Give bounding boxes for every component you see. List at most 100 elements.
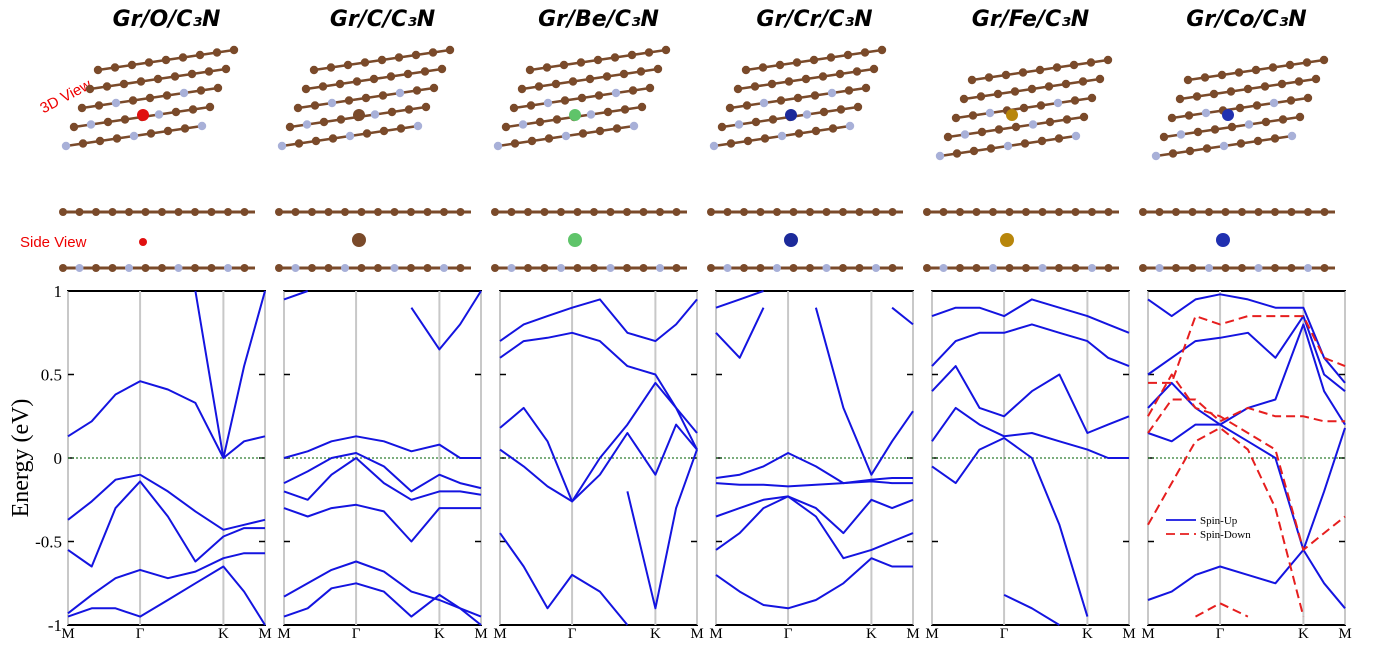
atom (545, 134, 553, 142)
band-line (1148, 400, 1345, 434)
atom (329, 134, 337, 142)
atom (1271, 264, 1279, 272)
atom (62, 142, 70, 150)
atom (823, 208, 831, 216)
dopant (1216, 233, 1230, 247)
atom (646, 84, 654, 92)
atom (137, 77, 145, 85)
atom (1238, 208, 1246, 216)
atom (1220, 142, 1228, 150)
atom (142, 264, 150, 272)
dopant (139, 238, 147, 246)
atom (1020, 104, 1028, 112)
atom (989, 208, 997, 216)
atom (1303, 58, 1311, 66)
atom (970, 147, 978, 155)
atom (346, 132, 354, 140)
atom (577, 58, 585, 66)
atom (70, 123, 78, 131)
atom (325, 264, 333, 272)
atom (391, 208, 399, 216)
atom (621, 105, 629, 113)
atom (1222, 208, 1230, 216)
atom (191, 208, 199, 216)
chart-title: Gr/O/C₃N (113, 7, 221, 32)
dopant (784, 233, 798, 247)
atom (213, 48, 221, 56)
band-line (932, 299, 1129, 332)
atom (341, 208, 349, 216)
band-line (195, 291, 265, 458)
atom (379, 91, 387, 99)
atom (638, 103, 646, 111)
atom (1321, 208, 1329, 216)
atom (457, 208, 465, 216)
atom (205, 67, 213, 75)
atom (773, 208, 781, 216)
atom (662, 46, 670, 54)
atom (524, 208, 532, 216)
atom (325, 208, 333, 216)
atom (1036, 66, 1044, 74)
atom (524, 264, 532, 272)
atom (92, 264, 100, 272)
band-line (284, 505, 481, 542)
atom (311, 101, 319, 109)
atom (956, 264, 964, 272)
atom (1011, 87, 1019, 95)
atom (208, 208, 216, 216)
atom (125, 264, 133, 272)
atom (596, 127, 604, 135)
atom (740, 208, 748, 216)
atom (510, 104, 518, 112)
atom (121, 115, 129, 123)
atom (710, 142, 718, 150)
atom (1152, 152, 1160, 160)
atom (673, 264, 681, 272)
atom (181, 124, 189, 132)
atom (629, 86, 637, 94)
atom (1080, 113, 1088, 121)
atom (526, 66, 534, 74)
band-line (1148, 375, 1345, 550)
atom (1088, 94, 1096, 102)
atom (612, 89, 620, 97)
atom (823, 264, 831, 272)
atom (1189, 208, 1197, 216)
chart-title: Gr/C/C₃N (330, 7, 435, 32)
atom (344, 61, 352, 69)
atom (587, 110, 595, 118)
atom (969, 111, 977, 119)
atom (511, 139, 519, 147)
atom (724, 264, 732, 272)
atom (726, 104, 734, 112)
atom (790, 208, 798, 216)
atom (846, 122, 854, 130)
atom (1054, 99, 1062, 107)
chart-title: Gr/Fe/C₃N (972, 7, 1089, 32)
atom (1177, 130, 1185, 138)
atom (374, 208, 382, 216)
atom (768, 80, 776, 88)
x-tick-label: Γ (1216, 626, 1225, 642)
atom (861, 48, 869, 56)
atom (760, 99, 768, 107)
atom (836, 70, 844, 78)
structure (59, 46, 255, 272)
atom (320, 118, 328, 126)
atom (353, 77, 361, 85)
atom (1071, 96, 1079, 104)
atom (923, 264, 931, 272)
atom (1286, 61, 1294, 69)
atom (429, 48, 437, 56)
band-line (500, 533, 627, 625)
atom (109, 264, 117, 272)
atom (1072, 264, 1080, 272)
atom (395, 53, 403, 61)
dopant (569, 109, 581, 121)
atom (1079, 77, 1087, 85)
band-line (284, 453, 481, 491)
atom (1055, 134, 1063, 142)
atom (78, 104, 86, 112)
atom (175, 208, 183, 216)
